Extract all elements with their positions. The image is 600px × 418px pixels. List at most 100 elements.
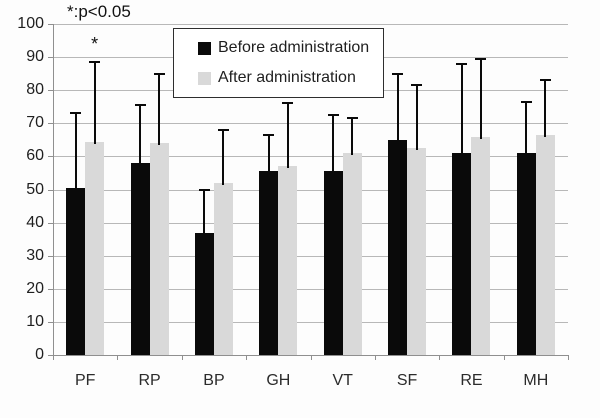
- y-tick-label: 80: [26, 81, 44, 99]
- error-bar-line: [544, 80, 547, 137]
- legend-label-before: Before administration: [218, 39, 370, 56]
- y-tick-label: 70: [26, 114, 44, 132]
- legend-swatch-before: [198, 41, 211, 55]
- x-axis-tick: [503, 355, 505, 360]
- x-tick-label: RE: [460, 372, 483, 389]
- gridline: [53, 189, 568, 191]
- y-axis-tick: [48, 123, 53, 125]
- x-tick-label: GH: [266, 372, 291, 389]
- gridline: [53, 255, 568, 257]
- y-tick-label: 60: [26, 147, 44, 165]
- bar-rp-before: [130, 163, 150, 355]
- error-bar-cap: [89, 61, 101, 64]
- legend-label-after: After administration: [218, 69, 356, 86]
- error-bar-line: [460, 63, 463, 156]
- legend: Before administration After administrati…: [173, 28, 384, 98]
- x-axis-tick: [374, 355, 376, 360]
- y-axis-tick: [48, 355, 53, 356]
- error-bar-line: [139, 105, 142, 166]
- error-bar-line: [267, 134, 270, 174]
- error-bar-cap: [263, 133, 275, 136]
- bar-sf-after: [407, 148, 427, 355]
- bar-mh-before: [516, 153, 536, 355]
- x-tick-label: RP: [138, 372, 161, 389]
- y-tick-label: 40: [26, 213, 44, 231]
- error-bar-cap: [134, 104, 146, 107]
- bar-pf-after: [85, 141, 105, 355]
- error-bar-line: [286, 103, 289, 169]
- error-bar-cap: [282, 102, 294, 105]
- y-axis-tick: [48, 288, 53, 290]
- bar-bp-before: [194, 232, 214, 355]
- significance-asterisk: *: [91, 34, 99, 55]
- error-bar-line: [74, 113, 77, 190]
- bar-re-before: [452, 153, 472, 355]
- x-tick-label: MH: [523, 372, 549, 389]
- legend-item-before: Before administration: [198, 39, 383, 57]
- x-tick-label: SF: [396, 372, 418, 389]
- error-bar-cap: [153, 72, 165, 75]
- y-tick-label: 50: [26, 180, 44, 198]
- x-axis-tick: [439, 355, 441, 360]
- x-tick-label: PF: [74, 372, 96, 389]
- error-bar-cap: [198, 188, 210, 191]
- y-axis-tick: [48, 57, 53, 59]
- gridline: [53, 222, 568, 224]
- gridline: [53, 24, 568, 25]
- error-bar-line: [222, 129, 225, 185]
- y-tick-label: 20: [26, 279, 44, 297]
- x-axis-tick: [117, 355, 119, 360]
- error-bar-line: [351, 118, 354, 156]
- x-axis-tick: [246, 355, 248, 360]
- bar-gh-before: [259, 171, 279, 355]
- bar-bp-after: [213, 182, 233, 355]
- error-bar-cap: [392, 72, 404, 75]
- bar-gh-after: [278, 166, 298, 355]
- y-axis-tick: [48, 189, 53, 191]
- plot-area: [53, 24, 568, 356]
- error-bar-line: [203, 189, 206, 235]
- gridline: [53, 156, 568, 158]
- error-bar-cap: [539, 79, 551, 82]
- x-axis-tick: [181, 355, 183, 360]
- legend-item-after: After administration: [198, 69, 383, 87]
- y-axis-tick: [48, 255, 53, 257]
- error-bar-line: [525, 101, 528, 156]
- y-axis-tick: [48, 24, 53, 25]
- y-axis-tick: [48, 156, 53, 158]
- error-bar-cap: [520, 100, 532, 103]
- error-bar-cap: [411, 84, 423, 87]
- bar-vt-after: [342, 153, 362, 355]
- error-bar-cap: [475, 57, 487, 60]
- error-bar-line: [158, 73, 161, 146]
- gridline: [53, 288, 568, 290]
- x-axis-tick: [53, 355, 54, 360]
- gridline: [53, 321, 568, 323]
- y-axis-tick: [48, 222, 53, 224]
- bar-pf-before: [66, 187, 86, 355]
- x-tick-label: BP: [203, 372, 225, 389]
- significance-note: *:p<0.05: [67, 2, 131, 21]
- error-bar-cap: [70, 112, 82, 115]
- bar-re-after: [471, 136, 491, 355]
- y-tick-label: 30: [26, 246, 44, 264]
- bar-sf-before: [388, 139, 408, 355]
- error-bar-cap: [217, 128, 229, 131]
- gridline: [53, 123, 568, 125]
- y-tick-label: 10: [26, 312, 44, 330]
- y-tick-label: 100: [17, 15, 44, 32]
- x-axis-tick: [310, 355, 312, 360]
- error-bar-line: [93, 62, 96, 144]
- error-bar-line: [415, 85, 418, 151]
- bar-vt-before: [323, 171, 343, 355]
- y-axis-line: [53, 24, 54, 355]
- bar-rp-after: [149, 143, 169, 355]
- error-bar-cap: [327, 114, 339, 117]
- x-tick-label: VT: [332, 372, 353, 389]
- y-axis-tick: [48, 321, 53, 323]
- error-bar-line: [396, 73, 399, 142]
- error-bar-line: [332, 115, 335, 174]
- bar-mh-after: [535, 134, 555, 355]
- legend-swatch-after: [198, 71, 211, 85]
